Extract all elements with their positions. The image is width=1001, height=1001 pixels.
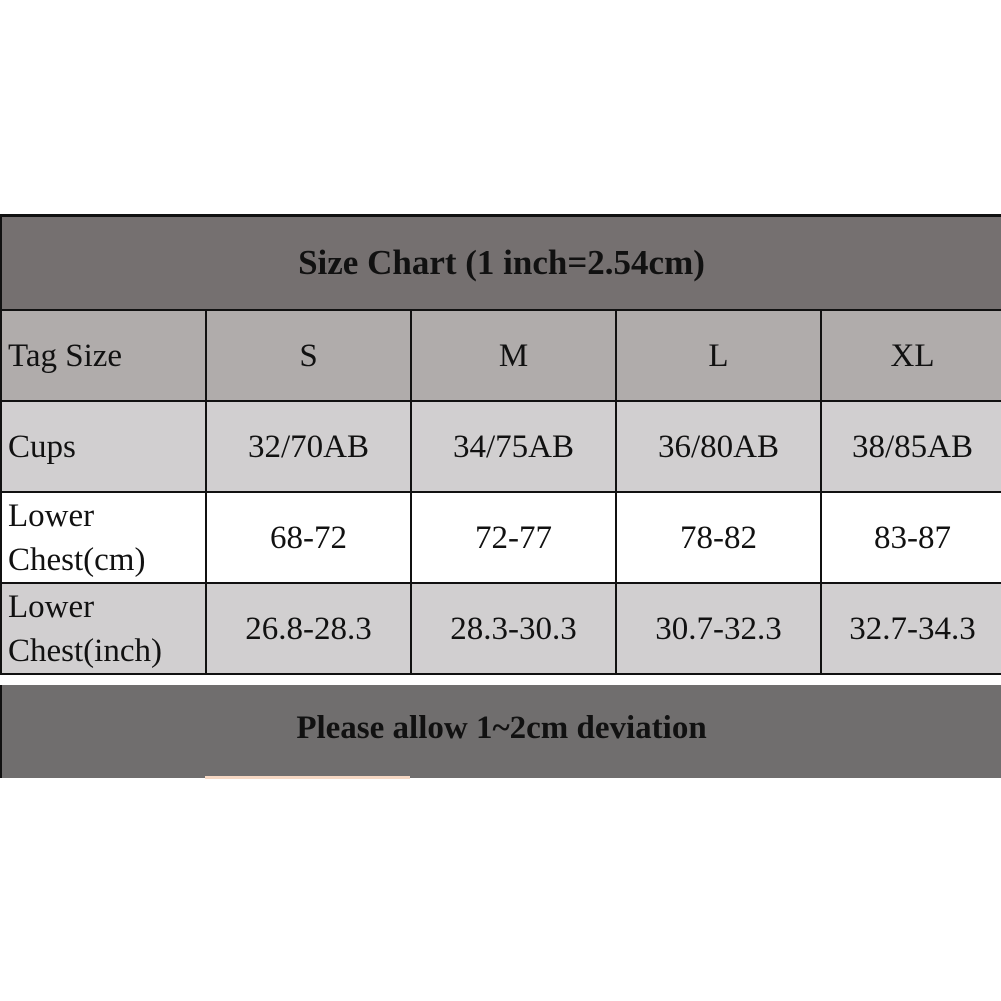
cell: 78-82 xyxy=(615,491,822,584)
cell: 36/80AB xyxy=(615,400,822,493)
cell: 34/75AB xyxy=(410,400,617,493)
table-row-cups: Cups 32/70AB 34/75AB 36/80AB 38/85AB xyxy=(0,400,1001,493)
cell: 28.3-30.3 xyxy=(410,582,617,675)
cell: 30.7-32.3 xyxy=(615,582,822,675)
size-table: Tag Size S M L XL Cups 32/70AB 34/75AB 3… xyxy=(0,309,1001,675)
size-l: L xyxy=(615,309,822,402)
decorative-strip xyxy=(205,776,410,779)
row-label: Lower Chest(cm) xyxy=(0,491,207,584)
footer-note: Please allow 1~2cm deviation xyxy=(0,685,1001,778)
cell: 72-77 xyxy=(410,491,617,584)
table-row-lower-chest-cm: Lower Chest(cm) 68-72 72-77 78-82 83-87 xyxy=(0,491,1001,584)
header-label: Tag Size xyxy=(0,309,207,402)
cell: 38/85AB xyxy=(820,400,1001,493)
cell: 83-87 xyxy=(820,491,1001,584)
cell: 68-72 xyxy=(205,491,412,584)
row-label-text: Lower Chest(cm) xyxy=(8,497,146,578)
cell: 26.8-28.3 xyxy=(205,582,412,675)
row-label-text: Lower Chest(inch) xyxy=(8,588,162,669)
size-s: S xyxy=(205,309,412,402)
row-label: Lower Chest(inch) xyxy=(0,582,207,675)
table-row-lower-chest-inch: Lower Chest(inch) 26.8-28.3 28.3-30.3 30… xyxy=(0,582,1001,675)
chart-title: Size Chart (1 inch=2.54cm) xyxy=(0,214,1001,309)
size-xl: XL xyxy=(820,309,1001,402)
size-m: M xyxy=(410,309,617,402)
cell: 32.7-34.3 xyxy=(820,582,1001,675)
cell: 32/70AB xyxy=(205,400,412,493)
row-label: Cups xyxy=(0,400,207,493)
header-row: Tag Size S M L XL xyxy=(0,309,1001,402)
